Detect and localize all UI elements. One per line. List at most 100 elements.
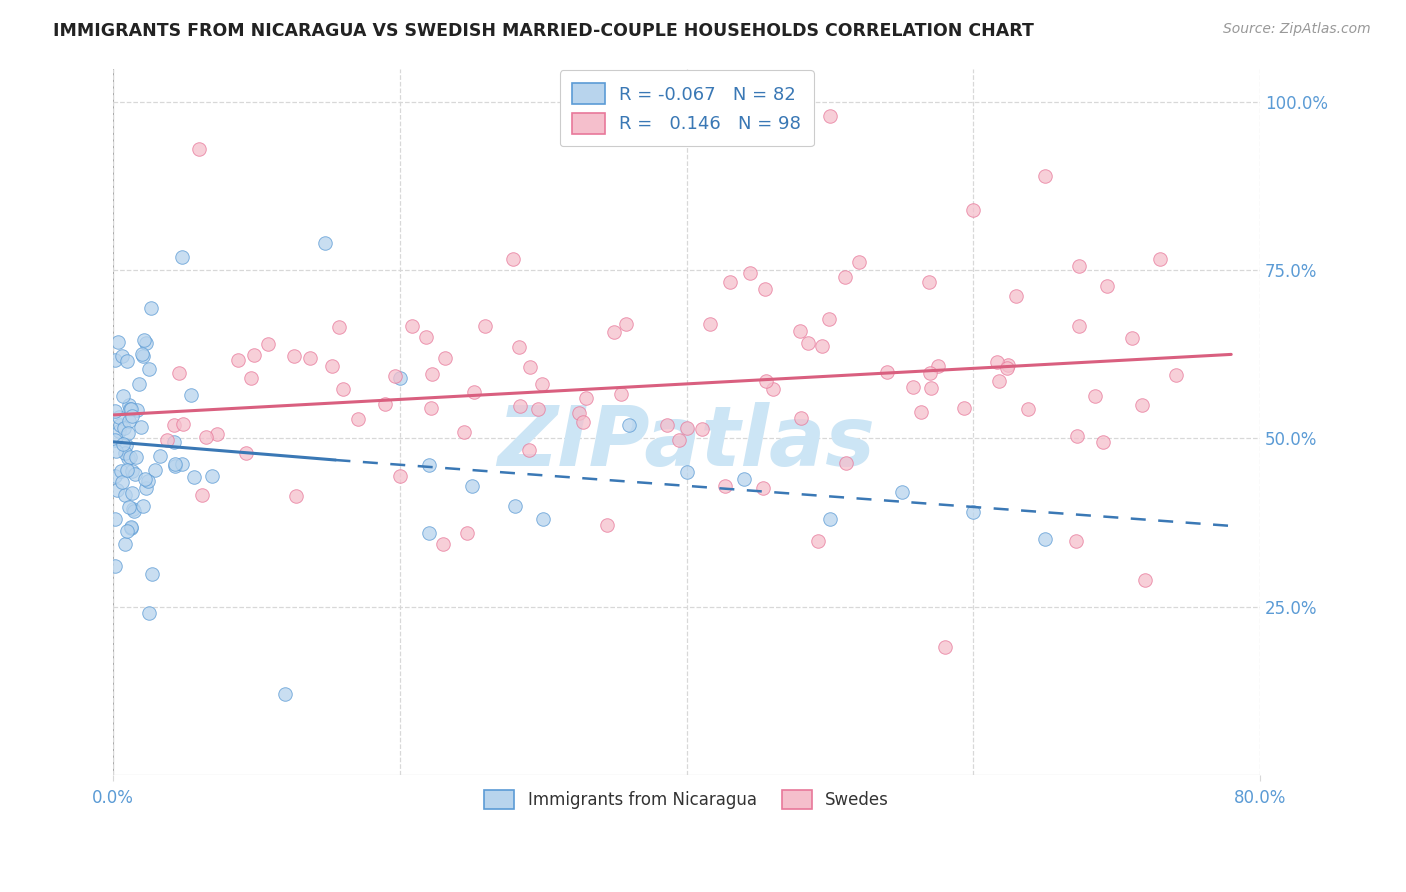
Point xyxy=(122,501,145,516)
Point xyxy=(132,499,155,513)
Point xyxy=(675,465,697,479)
Point xyxy=(165,458,187,473)
Point xyxy=(136,474,159,488)
Point xyxy=(997,358,1019,372)
Point xyxy=(172,417,194,431)
Point xyxy=(135,336,157,351)
Point xyxy=(104,404,127,418)
Text: IMMIGRANTS FROM NICARAGUA VS SWEDISH MARRIED-COUPLE HOUSEHOLDS CORRELATION CHART: IMMIGRANTS FROM NICARAGUA VS SWEDISH MAR… xyxy=(53,22,1035,40)
Point xyxy=(139,301,162,315)
Point xyxy=(848,254,870,268)
Point xyxy=(149,449,172,463)
Point xyxy=(374,397,396,411)
Point xyxy=(104,434,127,448)
Point xyxy=(987,375,1010,389)
Point xyxy=(420,401,443,415)
Point xyxy=(111,389,134,403)
Point xyxy=(668,434,690,448)
Point xyxy=(129,420,152,434)
Point xyxy=(188,142,211,156)
Point xyxy=(117,425,139,440)
Point xyxy=(509,400,531,414)
Point xyxy=(718,276,741,290)
Point xyxy=(108,418,131,433)
Point xyxy=(321,359,343,374)
Point xyxy=(118,450,141,464)
Point xyxy=(163,417,186,432)
Point xyxy=(997,360,1019,375)
Point xyxy=(890,485,912,500)
Point xyxy=(110,475,132,489)
Point xyxy=(134,472,156,486)
Point xyxy=(418,525,440,540)
Point xyxy=(503,499,526,513)
Point xyxy=(138,607,160,621)
Point xyxy=(1017,402,1039,417)
Point xyxy=(132,333,155,347)
Point xyxy=(927,359,949,373)
Point xyxy=(433,351,456,366)
Point xyxy=(114,421,136,435)
Point xyxy=(817,312,839,326)
Point xyxy=(118,398,141,412)
Point xyxy=(105,483,128,497)
Text: ZIPatlas: ZIPatlas xyxy=(498,402,876,483)
Point xyxy=(122,504,145,518)
Point xyxy=(519,359,541,374)
Point xyxy=(1166,368,1188,383)
Point xyxy=(111,349,134,363)
Point xyxy=(156,433,179,447)
Point xyxy=(474,319,496,334)
Point xyxy=(131,347,153,361)
Point xyxy=(235,446,257,460)
Point xyxy=(418,458,440,473)
Point xyxy=(115,524,138,538)
Point xyxy=(603,325,626,339)
Legend: Immigrants from Nicaragua, Swedes: Immigrants from Nicaragua, Swedes xyxy=(478,783,896,816)
Point xyxy=(384,368,406,383)
Point xyxy=(571,416,593,430)
Point xyxy=(789,410,811,425)
Point xyxy=(575,391,598,405)
Point xyxy=(131,349,153,363)
Point xyxy=(1067,319,1090,334)
Point xyxy=(619,417,641,432)
Point xyxy=(1084,389,1107,403)
Point xyxy=(163,434,186,449)
Point xyxy=(104,468,127,483)
Point xyxy=(125,403,148,417)
Point xyxy=(834,269,856,284)
Point xyxy=(108,424,131,438)
Point xyxy=(104,353,127,368)
Point xyxy=(752,481,775,495)
Point xyxy=(1067,260,1090,274)
Point xyxy=(508,340,530,354)
Point xyxy=(818,109,841,123)
Point xyxy=(191,488,214,502)
Point xyxy=(676,421,699,435)
Point xyxy=(453,425,475,439)
Point xyxy=(690,422,713,436)
Point xyxy=(172,457,194,471)
Point xyxy=(298,351,321,366)
Point xyxy=(1033,533,1056,547)
Point xyxy=(167,367,190,381)
Point xyxy=(1064,534,1087,549)
Point xyxy=(125,450,148,464)
Point xyxy=(388,371,411,385)
Point xyxy=(415,330,437,344)
Point xyxy=(432,537,454,551)
Point xyxy=(314,236,336,251)
Point xyxy=(962,202,984,217)
Point xyxy=(114,446,136,460)
Point xyxy=(226,352,249,367)
Point xyxy=(920,366,942,380)
Point xyxy=(104,443,127,458)
Point xyxy=(1005,289,1028,303)
Point xyxy=(328,320,350,334)
Point xyxy=(257,336,280,351)
Point xyxy=(104,558,127,573)
Point xyxy=(714,478,737,492)
Point xyxy=(242,347,264,361)
Point xyxy=(104,512,127,526)
